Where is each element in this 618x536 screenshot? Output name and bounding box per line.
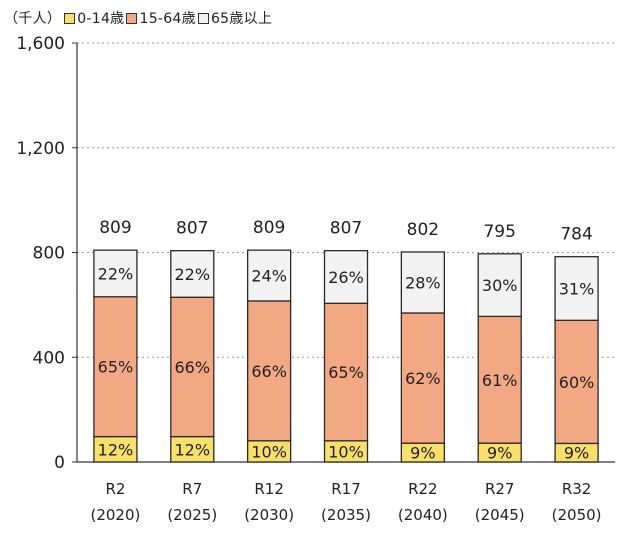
x-tick-label: R12 — [254, 480, 284, 498]
bar-segment — [477, 253, 522, 318]
bar-percent-label: 65% — [328, 363, 364, 382]
legend-item-0-14: 0-14歳 — [64, 8, 124, 28]
x-tick-label: R2 — [105, 480, 125, 498]
bar-segment — [323, 250, 369, 304]
bar-segment — [93, 249, 138, 298]
bar-segment — [93, 435, 138, 463]
bar-percent-label: 28% — [405, 273, 441, 292]
legend-label-15-64: 15-64歳 — [139, 11, 196, 27]
bar-total-label: 795 — [483, 222, 515, 242]
bar-total-label: 809 — [99, 218, 131, 238]
x-tick-label: R7 — [182, 480, 202, 498]
bar-segment — [246, 249, 292, 302]
x-tick-label: R17 — [331, 480, 361, 498]
legend-label-65-plus: 65歳以上 — [210, 11, 273, 27]
legend-swatch-0-14 — [64, 12, 76, 24]
x-tick-year-label: (2035) — [321, 506, 371, 524]
legend: （千人） 0-14歳 15-64歳 65歳以上 — [4, 7, 274, 29]
bar-percent-label: 26% — [328, 268, 364, 287]
x-tick-label: R22 — [408, 480, 438, 498]
bar-percent-label: 9% — [487, 444, 512, 463]
bar-percent-label: 10% — [328, 442, 364, 461]
bar-percent-label: 66% — [175, 358, 211, 377]
bar-total-label: 807 — [176, 219, 208, 239]
bar-percent-label: 10% — [251, 442, 287, 461]
bar-segment — [554, 319, 599, 445]
bar-segment — [246, 300, 292, 442]
bar-percent-label: 30% — [482, 276, 518, 295]
bar-percent-label: 65% — [98, 358, 134, 377]
bar-segment — [170, 296, 215, 438]
bar-percent-label: 60% — [559, 373, 595, 392]
bar-total-label: 802 — [407, 220, 439, 240]
bar-segment — [477, 315, 522, 444]
x-tick-year-label: (2050) — [552, 506, 602, 524]
bar-total-label: 784 — [560, 225, 592, 245]
bar-segment — [323, 302, 369, 442]
bar-percent-label: 66% — [251, 362, 287, 381]
y-tick-label: 0 — [54, 453, 65, 473]
y-tick-label: 1,200 — [16, 139, 65, 159]
x-tick-year-label: (2025) — [167, 506, 217, 524]
bar-percent-label: 22% — [98, 264, 134, 283]
bar-total-label: 809 — [253, 218, 285, 238]
y-tick-label: 800 — [33, 244, 65, 264]
x-tick-label: R32 — [562, 480, 592, 498]
x-tick-label: R27 — [485, 480, 515, 498]
x-tick-year-label: (2020) — [90, 506, 140, 524]
y-tick-label: 400 — [33, 348, 65, 368]
legend-swatch-15-64 — [126, 12, 138, 24]
bar-percent-label: 9% — [564, 444, 589, 463]
bar-segment — [554, 256, 599, 321]
y-tick-label: 1,600 — [16, 34, 65, 54]
y-axis-unit-label: （千人） — [4, 11, 62, 27]
legend-swatch-65-plus — [197, 12, 209, 24]
bar-segment — [93, 296, 138, 438]
bar-segment — [400, 251, 446, 314]
bar-percent-label: 12% — [175, 440, 211, 459]
bar-percent-label: 31% — [559, 280, 595, 299]
bar-segment — [170, 435, 215, 463]
x-tick-year-label: (2045) — [475, 506, 525, 524]
bar-percent-label: 62% — [405, 369, 441, 388]
legend-item-15-64: 15-64歳 — [126, 8, 196, 28]
bar-percent-label: 22% — [175, 265, 211, 284]
legend-label-0-14: 0-14歳 — [77, 11, 125, 27]
bar-percent-label: 9% — [410, 444, 435, 463]
legend-item-65-plus: 65歳以上 — [197, 8, 273, 28]
x-tick-year-label: (2040) — [398, 506, 448, 524]
bar-percent-label: 61% — [482, 371, 518, 390]
bar-percent-label: 12% — [98, 440, 134, 459]
bar-total-label: 807 — [330, 219, 362, 239]
bar-segment — [170, 250, 215, 298]
bar-percent-label: 24% — [251, 267, 287, 286]
x-tick-year-label: (2030) — [244, 506, 294, 524]
